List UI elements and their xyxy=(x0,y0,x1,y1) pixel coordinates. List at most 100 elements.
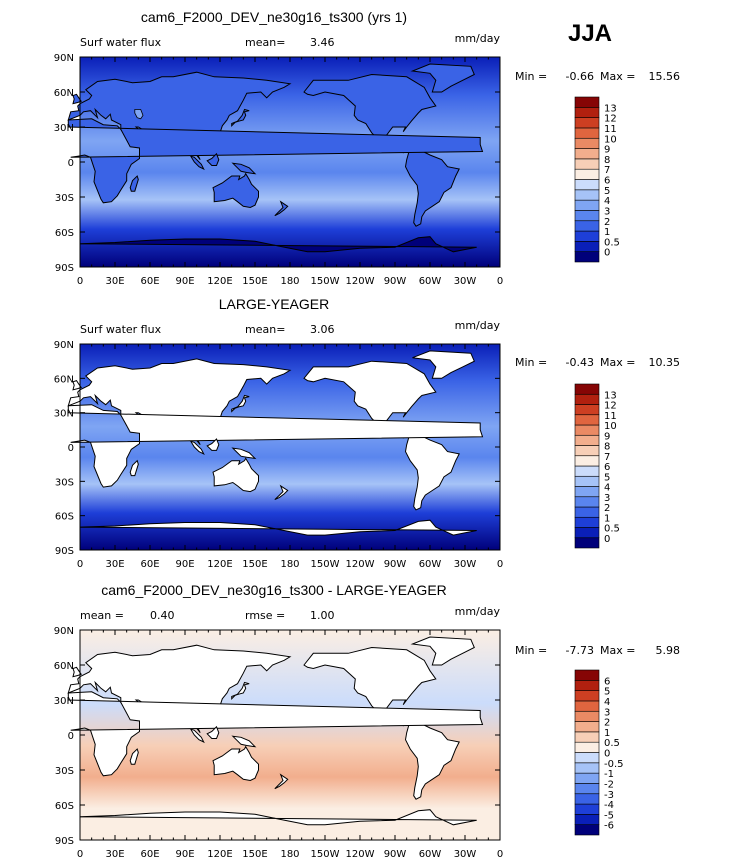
colorbar-swatch xyxy=(574,700,600,712)
colorbar-swatch xyxy=(574,527,600,539)
colorbar-swatch xyxy=(574,824,600,836)
colorbar-swatch xyxy=(574,475,600,487)
panel-1: 0 30E 60E 90E 120E 150E 180 150W 120W 90W 60W 30W 09… xyxy=(54,9,680,287)
colorbar-swatch xyxy=(574,455,600,467)
colorbar-label: 13 xyxy=(604,390,617,401)
colorbar-swatch xyxy=(574,404,600,416)
land-sumatra xyxy=(189,440,205,456)
lat-label: 0 xyxy=(68,731,74,742)
lon-label: 0 xyxy=(77,276,83,287)
max-label: Max = xyxy=(600,356,635,369)
stat2-label: rmse = xyxy=(245,609,285,622)
colorbar-swatch xyxy=(574,496,600,508)
colorbar-label: 3 xyxy=(604,206,610,217)
stat1-value: 3.06 xyxy=(310,323,335,336)
land-antarctica xyxy=(79,809,477,840)
lat-label: 90S xyxy=(55,546,74,557)
colorbar-label: 6 xyxy=(604,462,610,473)
colorbar-swatch xyxy=(574,230,600,242)
units-label: mm/day xyxy=(455,319,501,332)
colorbar-label: -3 xyxy=(604,790,614,801)
colorbar-swatch xyxy=(574,414,600,426)
land-japan xyxy=(231,108,250,128)
colorbar-swatch xyxy=(574,199,600,211)
colorbar-swatch xyxy=(574,434,600,446)
lon-label: 0 xyxy=(497,559,503,570)
colorbar-swatch xyxy=(574,107,600,118)
colorbar-swatch xyxy=(574,762,600,774)
lat-label: 0 xyxy=(68,158,74,169)
colorbar-label: 1 xyxy=(604,513,610,524)
colorbar-swatch xyxy=(574,486,600,498)
colorbar-swatch xyxy=(574,752,600,764)
stat1-label: mean= xyxy=(245,323,285,336)
lat-label: 90S xyxy=(55,263,74,274)
lon-label: 120W xyxy=(346,276,375,287)
land-japan xyxy=(231,394,250,413)
lon-label: 150E xyxy=(242,849,267,860)
colorbar-swatch xyxy=(574,158,600,170)
lat-label: 90N xyxy=(54,53,74,64)
land-caspian xyxy=(134,109,144,120)
lat-label: 0 xyxy=(68,443,74,454)
colorbar-label: -1 xyxy=(604,769,614,780)
units-label: mm/day xyxy=(455,605,501,618)
land-americaS xyxy=(404,721,460,800)
lon-label: 120E xyxy=(207,849,232,860)
colorbar-label: 3 xyxy=(604,493,610,504)
colorbar-swatch xyxy=(574,516,600,528)
lon-label: 60W xyxy=(419,849,442,860)
lon-label: 150E xyxy=(242,276,267,287)
stat1-value: 3.46 xyxy=(310,36,335,49)
lon-label: 60E xyxy=(140,849,159,860)
colorbar-label: 2 xyxy=(604,718,610,729)
colorbar-swatch xyxy=(574,424,600,436)
colorbar-label: 4 xyxy=(604,196,610,207)
colorbar-swatch xyxy=(574,189,600,201)
land-greenland xyxy=(410,63,475,93)
lon-label: 150W xyxy=(311,849,340,860)
lon-label: 120W xyxy=(346,849,375,860)
land-africa xyxy=(67,118,484,204)
max-label: Max = xyxy=(600,644,635,657)
colorbar-label: 12 xyxy=(604,401,617,412)
stat1-label: mean= xyxy=(245,36,285,49)
colorbar-label: 2 xyxy=(604,503,610,514)
stat1-label: mean = xyxy=(80,609,124,622)
colorbar-label: 0.5 xyxy=(604,738,620,749)
max-value: 10.35 xyxy=(649,356,681,369)
lon-label: 30W xyxy=(454,276,477,287)
colorbar-label: 5 xyxy=(604,687,610,698)
colorbar-label: 4 xyxy=(604,483,610,494)
colorbar-label: -4 xyxy=(604,800,614,811)
lon-label: 30W xyxy=(454,849,477,860)
variable-label: Surf water flux xyxy=(80,323,162,336)
stat2-value: 1.00 xyxy=(310,609,335,622)
colorbar-label: -0.5 xyxy=(604,759,624,770)
colorbar-label: 0 xyxy=(604,248,610,259)
colorbar-label: 0 xyxy=(604,749,610,760)
land-newguinea xyxy=(231,162,257,175)
land-uk xyxy=(72,93,82,105)
land-borneo xyxy=(206,152,220,166)
lon-label: 0 xyxy=(77,849,83,860)
season-label: JJA xyxy=(568,20,612,47)
lon-label: 180 xyxy=(280,849,299,860)
max-value: 15.56 xyxy=(649,70,681,83)
lat-label: 60S xyxy=(55,512,74,523)
lon-label: 30W xyxy=(454,559,477,570)
lat-label: 60N xyxy=(54,374,74,385)
colorbar-label: 1 xyxy=(604,227,610,238)
land-madagascar xyxy=(129,459,139,477)
colorbar-swatch xyxy=(574,137,600,149)
colorbar-swatch xyxy=(574,506,600,518)
colorbar-label: 5 xyxy=(604,186,610,197)
lon-label: 120E xyxy=(207,559,232,570)
lat-label: 60N xyxy=(54,88,74,99)
lon-label: 90W xyxy=(384,276,407,287)
colorbar-label: -2 xyxy=(604,779,614,790)
colorbar-swatch xyxy=(574,117,600,129)
